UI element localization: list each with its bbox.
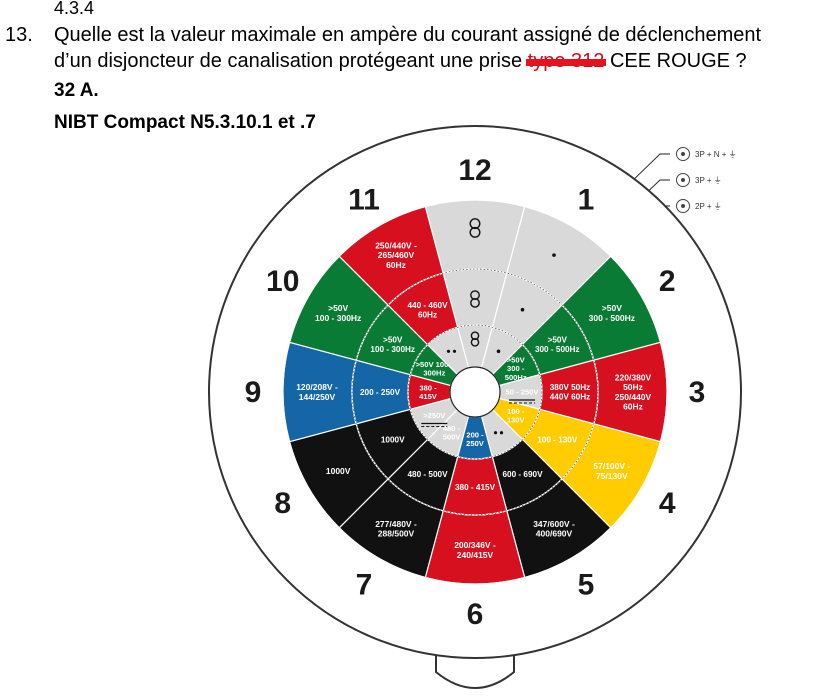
face-tab-join — [438, 645, 512, 653]
answer: 32 A. — [54, 80, 99, 101]
hour-number-6: 6 — [467, 598, 484, 631]
socket-pin-icon — [681, 152, 685, 156]
sector-label-outer-4: 57/100V -75/130V — [593, 461, 630, 481]
sector-label-outer-9: 120/208V -144/250V — [296, 382, 338, 402]
pin-dot-icon — [493, 431, 498, 435]
hour-number-2: 2 — [659, 265, 676, 298]
pin-dot-icon — [496, 349, 501, 354]
sector-label-middle-6: 380 - 415V — [455, 483, 496, 492]
sector-label-middle-7: 480 - 500V — [407, 470, 448, 479]
ring-separator-1 — [351, 268, 599, 516]
sector-label-middle-3: 380V 50Hz 440V 60Hz — [550, 383, 591, 401]
sector-label-middle-10: >50V 100 - 300Hz — [370, 336, 415, 354]
centre-hole — [449, 366, 501, 418]
legend-label-1: 3P + ⏚ — [695, 176, 722, 185]
sector-label-outer-8: 1000V — [326, 466, 351, 476]
hour-number-12: 12 — [458, 154, 491, 187]
question-line-1: Quelle est la valeur maximale en ampère … — [54, 24, 762, 46]
voltage-sectors: >50V 300 - 500Hz 220/380V 50Hz 250/440V 60Hz 5… — [282, 199, 668, 585]
sector-label-inner-9: 380 -415V — [419, 383, 438, 401]
legend: 3P + N + ⏚ 3P + ⏚ 2P + ⏚ — [676, 147, 737, 213]
sector-label-inner-4: 100 -130V — [507, 407, 526, 425]
sector-label-middle-11: 440 - 460V 60Hz — [407, 301, 448, 319]
hour-number-10: 10 — [266, 265, 299, 298]
question-text-a: d’un disjoncteur de canalisation protége… — [54, 50, 528, 72]
ring-separator-0 — [407, 324, 543, 460]
hour-number-8: 8 — [274, 487, 291, 520]
sector-label-inner-2: >50V 300 -500Hz — [505, 355, 527, 381]
sector-label-outer-2: >50V 300 - 500Hz — [589, 303, 635, 323]
transformer-icon — [470, 337, 480, 347]
pin-dot-icon — [552, 253, 556, 257]
hour-number-5: 5 — [578, 568, 595, 601]
sector-label-inner-7: 480 -500V — [443, 424, 462, 442]
sector-label-outer-7: 277/480V -288/500V — [375, 519, 417, 539]
socket-pin-icon — [681, 204, 685, 208]
sector-label-middle-4: 100 - 130V — [537, 435, 578, 444]
sector-label-middle-2: >50V 300 - 500Hz — [535, 336, 580, 354]
sector-label-inner-8: >250V — [423, 411, 446, 420]
sector-label-outer-6: 200/346V -240/415V — [454, 540, 496, 560]
sector-label-inner-3: 50 - 250V — [506, 388, 540, 397]
sector-label-middle-5: 600 - 690V — [502, 470, 543, 479]
sector-label-outer-5: 347/600V -400/690V — [533, 519, 575, 539]
question-line-2: d’un disjoncteur de canalisation protége… — [54, 50, 747, 73]
hour-number-3: 3 — [689, 376, 706, 409]
pin-dot-icon — [452, 349, 457, 353]
hour-number-4: 4 — [659, 487, 676, 520]
transformer-icon — [469, 226, 481, 238]
pin-dot-icon — [446, 349, 451, 353]
hour-number-9: 9 — [245, 376, 262, 409]
transformer-icon — [470, 297, 480, 308]
ring-outline-3 — [282, 199, 668, 585]
sector-label-inner-10: >50V 100 -300Hz — [416, 360, 454, 378]
hour-number-11: 11 — [348, 184, 380, 217]
sector-label-middle-8: 1000V — [381, 435, 405, 444]
sector-label-outer-10: >50V 100 - 300Hz — [315, 303, 361, 323]
sector-label-outer-3: 220/380V 50Hz 250/440V 60Hz — [615, 372, 652, 411]
question-number: 13. — [5, 24, 33, 46]
socket-pin-icon — [681, 178, 685, 182]
sector-label-inner-6: 200 -250V — [466, 430, 485, 448]
transformer-icon — [469, 218, 481, 230]
pin-dot-icon — [499, 431, 504, 435]
legend-label-2: 2P + ⏚ — [695, 202, 722, 211]
legend-label-0: 3P + N + ⏚ — [695, 150, 737, 159]
hour-number-7: 7 — [356, 568, 373, 601]
reference: NIBT Compact N5.3.10.1 et .7 — [54, 112, 316, 133]
struck-through-text: type 312 — [525, 50, 607, 72]
question-text-b: CEE ROUGE ? — [604, 50, 747, 72]
pin-dot-icon — [520, 307, 525, 312]
sector-label-middle-9: 200 - 250V — [360, 388, 401, 397]
previous-reference: 4.3.4 — [54, 0, 95, 18]
sector-label-outer-11: 250/440V -265/460V 60Hz — [375, 240, 417, 270]
hour-number-1: 1 — [578, 184, 595, 217]
